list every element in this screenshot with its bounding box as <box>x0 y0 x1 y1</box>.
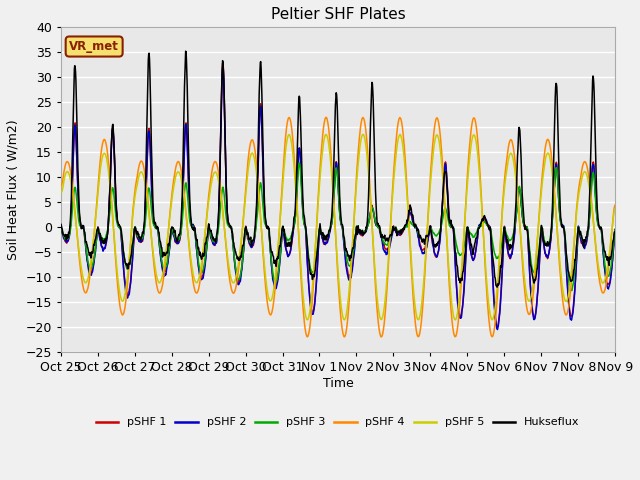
Y-axis label: Soil Heat Flux ( W/m2): Soil Heat Flux ( W/m2) <box>7 120 20 260</box>
Legend: pSHF 1, pSHF 2, pSHF 3, pSHF 4, pSHF 5, Hukseflux: pSHF 1, pSHF 2, pSHF 3, pSHF 4, pSHF 5, … <box>92 413 584 432</box>
Title: Peltier SHF Plates: Peltier SHF Plates <box>271 7 405 22</box>
Text: VR_met: VR_met <box>69 40 119 53</box>
X-axis label: Time: Time <box>323 377 353 390</box>
